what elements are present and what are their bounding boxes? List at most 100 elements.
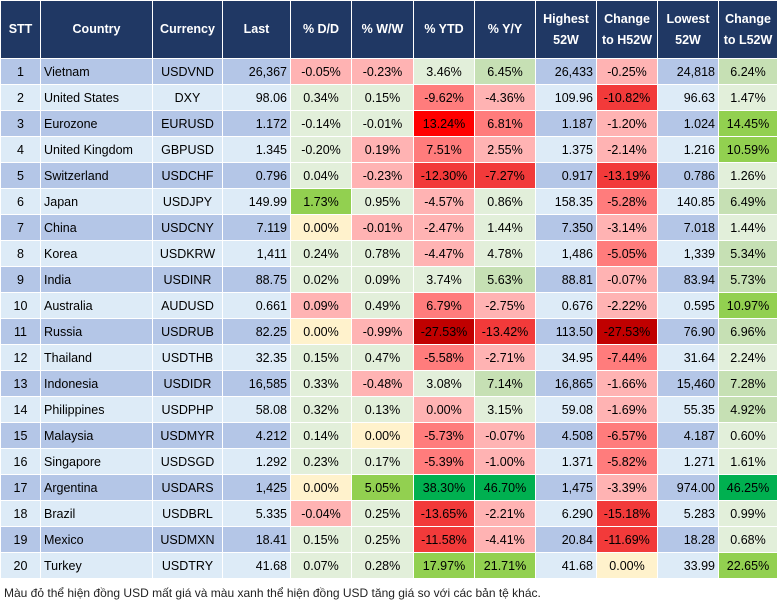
change-to-high-cell: -10.82%	[596, 84, 658, 111]
table-row: 16 Singapore USDSGD 1.292 0.23% 0.17% -5.39% -1…	[0, 448, 777, 475]
column-header: Country	[40, 0, 153, 59]
country-cell: Thailand	[40, 344, 153, 371]
day-change-cell: 0.24%	[290, 240, 352, 267]
row-number: 16	[0, 448, 41, 475]
currency-cell: USDKRW	[152, 240, 223, 267]
change-to-low-cell: 4.92%	[718, 396, 777, 423]
ytd-change-cell: 0.00%	[413, 396, 475, 423]
last-cell: 98.06	[222, 84, 291, 111]
change-to-high-cell: -1.69%	[596, 396, 658, 423]
currency-cell: GBPUSD	[152, 136, 223, 163]
year-change-cell: 6.45%	[474, 58, 536, 85]
currency-cell: AUDUSD	[152, 292, 223, 319]
currency-cell: USDARS	[152, 474, 223, 501]
change-to-low-cell: 5.34%	[718, 240, 777, 267]
year-change-cell: -2.71%	[474, 344, 536, 371]
high-52w-cell: 34.95	[535, 344, 597, 371]
week-change-cell: -0.23%	[351, 58, 414, 85]
change-to-high-cell: -27.53%	[596, 318, 658, 345]
change-to-high-cell: 0.00%	[596, 552, 658, 579]
year-change-cell: 3.15%	[474, 396, 536, 423]
country-cell: Russia	[40, 318, 153, 345]
country-cell: Mexico	[40, 526, 153, 553]
change-to-high-cell: -5.05%	[596, 240, 658, 267]
low-52w-cell: 83.94	[657, 266, 719, 293]
day-change-cell: 0.15%	[290, 526, 352, 553]
week-change-cell: 0.25%	[351, 526, 414, 553]
ytd-change-cell: -4.57%	[413, 188, 475, 215]
row-number: 7	[0, 214, 41, 241]
row-number: 18	[0, 500, 41, 527]
week-change-cell: -0.01%	[351, 214, 414, 241]
year-change-cell: -0.07%	[474, 422, 536, 449]
week-change-cell: 0.78%	[351, 240, 414, 267]
high-52w-cell: 1,486	[535, 240, 597, 267]
last-cell: 58.08	[222, 396, 291, 423]
ytd-change-cell: -5.73%	[413, 422, 475, 449]
low-52w-cell: 96.63	[657, 84, 719, 111]
low-52w-cell: 140.85	[657, 188, 719, 215]
country-cell: Brazil	[40, 500, 153, 527]
footnote: Màu đỏ thể hiện đồng USD mất giá và màu …	[4, 586, 541, 600]
change-to-high-cell: -3.14%	[596, 214, 658, 241]
change-to-low-cell: 10.59%	[718, 136, 777, 163]
table-row: 11 Russia USDRUB 82.25 0.00% -0.99% -27.53% -13…	[0, 318, 777, 345]
low-52w-cell: 24,818	[657, 58, 719, 85]
row-number: 12	[0, 344, 41, 371]
country-cell: India	[40, 266, 153, 293]
row-number: 9	[0, 266, 41, 293]
ytd-change-cell: 38.30%	[413, 474, 475, 501]
change-to-high-cell: -0.07%	[596, 266, 658, 293]
row-number: 6	[0, 188, 41, 215]
country-cell: Australia	[40, 292, 153, 319]
change-to-low-cell: 22.65%	[718, 552, 777, 579]
low-52w-cell: 1,339	[657, 240, 719, 267]
week-change-cell: 0.28%	[351, 552, 414, 579]
table-row: 4 United Kingdom GBPUSD 1.345 -0.20% 0.19% 7.5…	[0, 136, 777, 163]
week-change-cell: 0.49%	[351, 292, 414, 319]
last-cell: 5.335	[222, 500, 291, 527]
change-to-high-cell: -5.82%	[596, 448, 658, 475]
day-change-cell: 0.14%	[290, 422, 352, 449]
week-change-cell: -0.99%	[351, 318, 414, 345]
change-to-high-cell: -15.18%	[596, 500, 658, 527]
last-cell: 1,411	[222, 240, 291, 267]
last-cell: 16,585	[222, 370, 291, 397]
low-52w-cell: 1.271	[657, 448, 719, 475]
low-52w-cell: 33.99	[657, 552, 719, 579]
country-cell: Argentina	[40, 474, 153, 501]
header-row: STT Country Currency Last% D/D% W/W% YTD% Y…	[0, 0, 777, 59]
column-header: % Y/Y	[474, 0, 536, 59]
column-header: % W/W	[351, 0, 414, 59]
high-52w-cell: 16,865	[535, 370, 597, 397]
change-to-low-cell: 0.60%	[718, 422, 777, 449]
table-row: 13 Indonesia USDIDR 16,585 0.33% -0.48% 3.08% 7…	[0, 370, 777, 397]
country-cell: Indonesia	[40, 370, 153, 397]
day-change-cell: -0.14%	[290, 110, 352, 137]
country-cell: United States	[40, 84, 153, 111]
country-cell: Turkey	[40, 552, 153, 579]
high-52w-cell: 0.676	[535, 292, 597, 319]
year-change-cell: -7.27%	[474, 162, 536, 189]
high-52w-cell: 59.08	[535, 396, 597, 423]
currency-cell: USDVND	[152, 58, 223, 85]
day-change-cell: 0.00%	[290, 318, 352, 345]
row-number: 13	[0, 370, 41, 397]
high-52w-cell: 20.84	[535, 526, 597, 553]
table-row: 18 Brazil USDBRL 5.335 -0.04% 0.25% -13.65% -2.…	[0, 500, 777, 527]
low-52w-cell: 18.28	[657, 526, 719, 553]
last-cell: 1.345	[222, 136, 291, 163]
table-row: 20 Turkey USDTRY 41.68 0.07% 0.28% 17.97% 21.71…	[0, 552, 777, 579]
low-52w-cell: 1.216	[657, 136, 719, 163]
last-cell: 1,425	[222, 474, 291, 501]
last-cell: 82.25	[222, 318, 291, 345]
table-row: 17 Argentina USDARS 1,425 0.00% 5.05% 38.30% 46…	[0, 474, 777, 501]
country-cell: Japan	[40, 188, 153, 215]
change-to-low-cell: 6.49%	[718, 188, 777, 215]
change-to-high-cell: -5.28%	[596, 188, 658, 215]
high-52w-cell: 26,433	[535, 58, 597, 85]
high-52w-cell: 113.50	[535, 318, 597, 345]
currency-cell: USDMXN	[152, 526, 223, 553]
week-change-cell: -0.23%	[351, 162, 414, 189]
high-52w-cell: 1,475	[535, 474, 597, 501]
